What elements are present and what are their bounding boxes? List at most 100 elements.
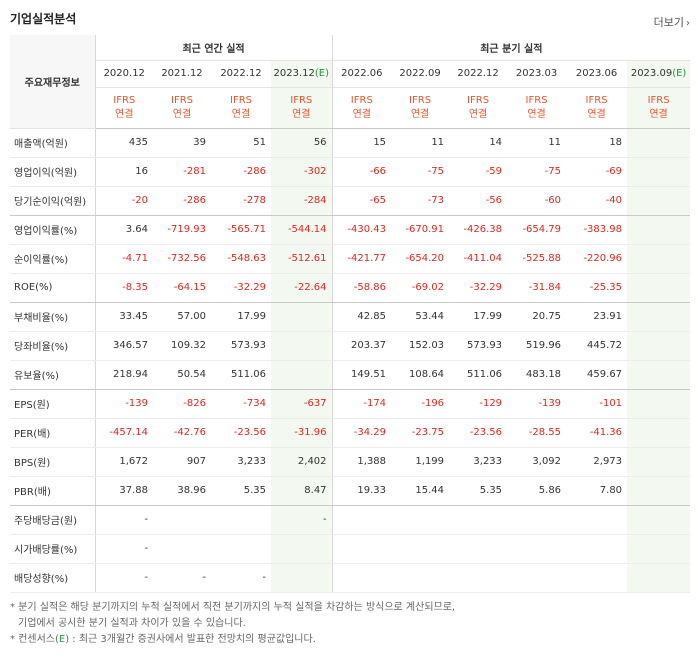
basis-scope: 연결 bbox=[352, 108, 371, 120]
table-row: 부채비율(%) 33.45 57.00 17.99 42.85 53.44 17.99 20.… bbox=[10, 302, 691, 332]
value-cell bbox=[391, 505, 450, 535]
basis-scope: 연결 bbox=[649, 108, 668, 120]
period-header: 2023.09(E) bbox=[627, 60, 691, 88]
value-cell: -421.77 bbox=[332, 244, 392, 274]
value-cell: -548.63 bbox=[211, 244, 271, 274]
footnote-2-post: ) : 최근 3개월간 증권사에서 발표한 전망치의 평균값입니다. bbox=[65, 634, 316, 645]
value-cell: -4.71 bbox=[95, 244, 153, 274]
basis-scope: 연결 bbox=[410, 108, 430, 120]
estimate-mark: (E) bbox=[314, 68, 330, 79]
value-cell bbox=[627, 302, 691, 332]
basis-standard: IFRS bbox=[350, 94, 373, 106]
period-header: 2023.06 bbox=[566, 60, 628, 88]
value-cell: -826 bbox=[153, 389, 211, 419]
group-annual-header: 최근 연간 실적 bbox=[95, 35, 333, 61]
row-label: 영업이익률(%) bbox=[10, 215, 96, 245]
value-cell: - bbox=[95, 505, 153, 535]
value-cell: -430.43 bbox=[332, 215, 392, 245]
value-cell bbox=[627, 476, 691, 506]
value-cell: 1,199 bbox=[391, 447, 450, 477]
basis-standard: IFRS bbox=[525, 94, 548, 106]
value-cell: -101 bbox=[566, 389, 628, 419]
value-cell: -426.38 bbox=[449, 215, 508, 245]
more-label: 더보기 bbox=[653, 16, 684, 29]
value-cell bbox=[271, 360, 333, 390]
value-cell: -20 bbox=[95, 186, 153, 216]
value-cell: -196 bbox=[391, 389, 450, 419]
value-cell: 149.51 bbox=[332, 360, 392, 390]
row-label: 당좌비율(%) bbox=[10, 331, 96, 361]
table-row: 당좌비율(%) 346.57 109.32 573.93 203.37 152.03 573… bbox=[10, 331, 691, 361]
value-cell: 38.96 bbox=[153, 476, 211, 506]
value-cell: -719.93 bbox=[153, 215, 211, 245]
row-label: 영업이익(억원) bbox=[10, 157, 96, 187]
basis-scope: 연결 bbox=[115, 108, 134, 120]
more-link[interactable]: 더보기 › bbox=[654, 14, 690, 30]
section-title: 기업실적분석 bbox=[10, 12, 77, 26]
value-cell: -28.55 bbox=[507, 418, 567, 448]
basis-scope: 연결 bbox=[527, 108, 546, 120]
value-cell: 1,388 bbox=[332, 447, 392, 477]
value-cell: 19.33 bbox=[332, 476, 392, 506]
value-cell: -734 bbox=[211, 389, 271, 419]
value-cell bbox=[153, 505, 211, 535]
period-date: 2020.12 bbox=[103, 68, 145, 79]
value-cell: 519.96 bbox=[507, 331, 567, 361]
value-cell bbox=[627, 389, 691, 419]
value-cell: -512.61 bbox=[271, 244, 333, 274]
row-label: 부채비율(%) bbox=[10, 302, 96, 332]
value-cell: 435 bbox=[95, 128, 153, 158]
group-quarter-header: 최근 분기 실적 bbox=[332, 35, 691, 61]
basis-header: IFRS 연결 bbox=[332, 87, 392, 129]
value-cell: 3,233 bbox=[449, 447, 508, 477]
value-cell bbox=[271, 302, 333, 332]
basis-header: IFRS 연결 bbox=[153, 87, 211, 129]
value-cell: 511.06 bbox=[211, 360, 271, 390]
value-cell: 2,973 bbox=[566, 447, 628, 477]
value-cell: -281 bbox=[153, 157, 211, 187]
value-cell: 5.35 bbox=[211, 476, 271, 506]
value-cell: -65 bbox=[332, 186, 392, 216]
basis-scope: 연결 bbox=[292, 108, 311, 120]
value-cell: -64.15 bbox=[153, 273, 211, 303]
footnotes: * 분기 실적은 해당 분기까지의 누적 실적에서 직전 분기까지의 누적 실적… bbox=[10, 600, 455, 648]
footnote-1-cont: 기업에서 공시한 분기 실적과 차이가 있을 수 있습니다. bbox=[18, 618, 246, 629]
value-cell: 218.94 bbox=[95, 360, 153, 390]
value-cell: 51 bbox=[211, 128, 271, 158]
basis-scope: 연결 bbox=[231, 108, 251, 120]
table-row: 영업이익(억원) 16 -281 -286 -302 -66 -75 -59 -75 -69 bbox=[10, 157, 691, 187]
value-cell: 50.54 bbox=[153, 360, 211, 390]
value-cell: 5.35 bbox=[449, 476, 508, 506]
value-cell: 33.45 bbox=[95, 302, 153, 332]
basis-standard: IFRS bbox=[113, 94, 136, 106]
value-cell bbox=[627, 505, 691, 535]
basis-standard: IFRS bbox=[467, 94, 490, 106]
period-date: 2022.12 bbox=[457, 68, 499, 79]
table-row: PER(배) -457.14 -42.76 -23.56 -31.96 -34.29 -23… bbox=[10, 418, 691, 448]
row-label: ROE(%) bbox=[10, 273, 96, 303]
value-cell bbox=[627, 447, 691, 477]
basis-header: IFRS 연결 bbox=[211, 87, 271, 129]
value-cell: 57.00 bbox=[153, 302, 211, 332]
value-cell bbox=[391, 534, 450, 564]
row-label: BPS(원) bbox=[10, 447, 96, 477]
footnote-2: * 컨센서스(E) : 최근 3개월간 증권사에서 발표한 전망치의 평균값입니… bbox=[10, 632, 455, 648]
value-cell: -139 bbox=[95, 389, 153, 419]
value-cell: -40 bbox=[566, 186, 628, 216]
value-cell bbox=[627, 360, 691, 390]
value-cell: -66 bbox=[332, 157, 392, 187]
value-cell: -23.56 bbox=[449, 418, 508, 448]
value-cell: 511.06 bbox=[449, 360, 508, 390]
value-cell: 11 bbox=[507, 128, 567, 158]
value-cell: 203.37 bbox=[332, 331, 392, 361]
value-cell: - bbox=[271, 505, 333, 535]
value-cell: 15 bbox=[332, 128, 392, 158]
value-cell: 8.47 bbox=[271, 476, 333, 506]
period-header: 2023.03 bbox=[507, 60, 567, 88]
value-cell: -75 bbox=[507, 157, 567, 187]
value-cell: -670.91 bbox=[391, 215, 450, 245]
value-cell: -75 bbox=[391, 157, 450, 187]
value-cell bbox=[211, 505, 271, 535]
table-row: PBR(배) 37.88 38.96 5.35 8.47 19.33 15.44 5.35 5.… bbox=[10, 476, 691, 506]
value-cell bbox=[332, 534, 392, 564]
